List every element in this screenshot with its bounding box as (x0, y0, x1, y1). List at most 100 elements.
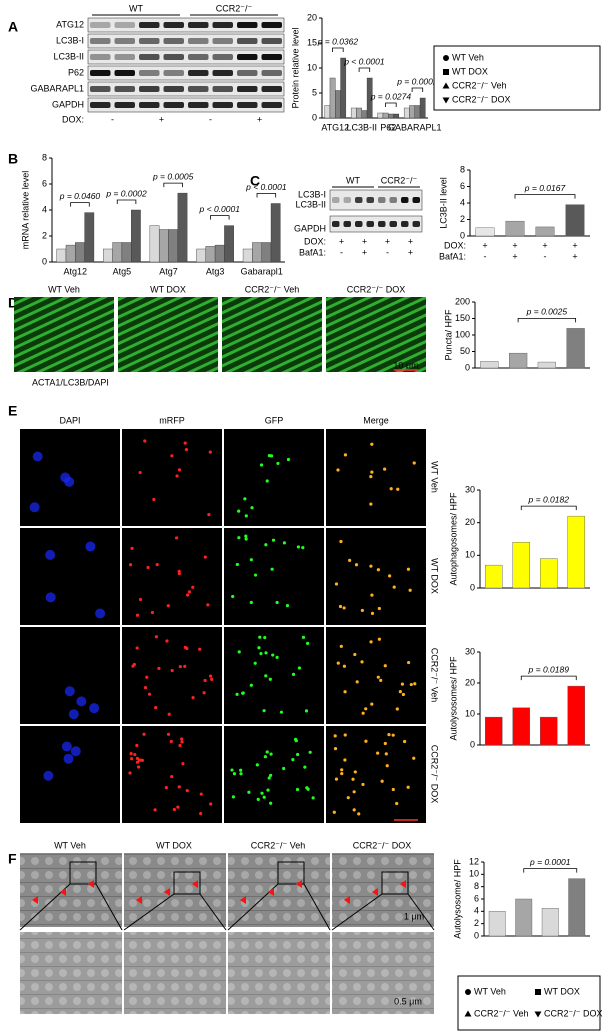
puncta (147, 692, 152, 696)
puncta (166, 604, 170, 608)
bar (158, 229, 169, 263)
puncta (181, 762, 185, 766)
zoom-line (123, 893, 175, 931)
em-zoom (228, 932, 330, 1014)
significance-bracket (116, 199, 137, 204)
treatment-sign: + (408, 247, 413, 257)
puncta (239, 768, 243, 772)
x-row-sign: - (484, 251, 487, 261)
blot-band (389, 197, 397, 203)
blot-row-label: GAPDH (294, 223, 326, 233)
y-tick-label: 4 (474, 906, 479, 916)
y-tick-label: 10 (465, 550, 475, 560)
puncta (143, 439, 147, 443)
puncta (353, 652, 357, 657)
puncta (45, 592, 56, 603)
puncta (301, 635, 306, 639)
blot-row-label: GAPDH (52, 99, 84, 109)
puncta (170, 668, 174, 673)
puncta (138, 470, 142, 475)
blot-band (188, 102, 209, 108)
blot-band (90, 38, 111, 44)
p-value: p = 0.0460 (59, 191, 101, 201)
bar (512, 707, 530, 746)
puncta (357, 812, 361, 816)
legend-entry: WT Veh (474, 986, 506, 996)
puncta (383, 741, 387, 746)
puncta (370, 442, 374, 446)
p-value: p < 0.0001 (343, 56, 385, 66)
puncta (256, 797, 260, 801)
puncta (408, 588, 412, 592)
puncta (379, 678, 383, 682)
arrow (88, 880, 94, 888)
significance-bracket (210, 215, 230, 220)
puncta (392, 585, 396, 589)
legend-entry: CCR2⁻/⁻ DOX (452, 94, 511, 104)
micrograph (14, 297, 114, 372)
image-label: CCR2⁻/⁻ DOX (347, 284, 406, 294)
treatment-label: BafA1: (299, 247, 326, 257)
puncta (269, 752, 273, 756)
blot-band (212, 102, 233, 108)
blot-row-label: LC3B-I (56, 35, 84, 45)
treatment-sign: - (386, 247, 389, 257)
zoom-line (303, 883, 331, 931)
blot-group-label: CCR2⁻/⁻ (216, 3, 253, 13)
puncta (391, 733, 395, 737)
blot-band (237, 38, 258, 44)
stain-label: ACTA1/ (32, 377, 63, 387)
image-label: CCR2⁻/⁻ Veh (245, 284, 300, 294)
puncta (391, 787, 395, 792)
puncta (351, 777, 355, 781)
y-tick-label: 0 (470, 739, 475, 749)
y-axis-label: mRNA relative level (20, 171, 30, 250)
bar (566, 328, 585, 369)
puncta (157, 666, 161, 670)
y-tick-label: 12 (469, 856, 479, 866)
puncta (333, 747, 338, 751)
panel-letter: A (8, 19, 18, 35)
x-tick-label: P62 (380, 122, 396, 132)
puncta (364, 707, 368, 711)
y-tick-label: 15 (307, 37, 317, 47)
puncta (389, 487, 393, 491)
legend-entry: WT Veh (452, 52, 484, 62)
bar (388, 113, 394, 119)
puncta (398, 690, 402, 694)
puncta (355, 680, 359, 684)
puncta (406, 567, 411, 571)
puncta (146, 565, 150, 570)
puncta (360, 608, 364, 613)
micrograph (224, 528, 324, 625)
bar (565, 204, 585, 237)
treatment-sign: - (209, 114, 212, 124)
blot-row-label: GABARAPL1 (30, 83, 84, 93)
bar (419, 97, 426, 119)
arrow (136, 896, 142, 904)
bar (149, 225, 160, 263)
puncta (294, 739, 298, 743)
micrograph (326, 627, 426, 724)
x-row-sign: + (572, 240, 577, 250)
bar (214, 244, 225, 263)
bar (103, 248, 113, 263)
micrograph (122, 627, 222, 724)
blot-band (237, 70, 258, 76)
puncta (369, 502, 373, 506)
puncta (29, 502, 40, 513)
panel-letter: D (8, 295, 18, 311)
puncta (203, 555, 207, 559)
x-tick-label: Atg5 (113, 266, 132, 276)
puncta (199, 792, 203, 796)
puncta (353, 770, 357, 774)
puncta (336, 468, 340, 472)
y-tick-label: 8 (460, 164, 465, 174)
bar (475, 227, 495, 237)
puncta (32, 451, 43, 462)
puncta (306, 787, 310, 791)
puncta (85, 541, 96, 552)
puncta (383, 467, 387, 471)
puncta (191, 695, 195, 700)
y-tick-label: 0 (474, 930, 479, 940)
